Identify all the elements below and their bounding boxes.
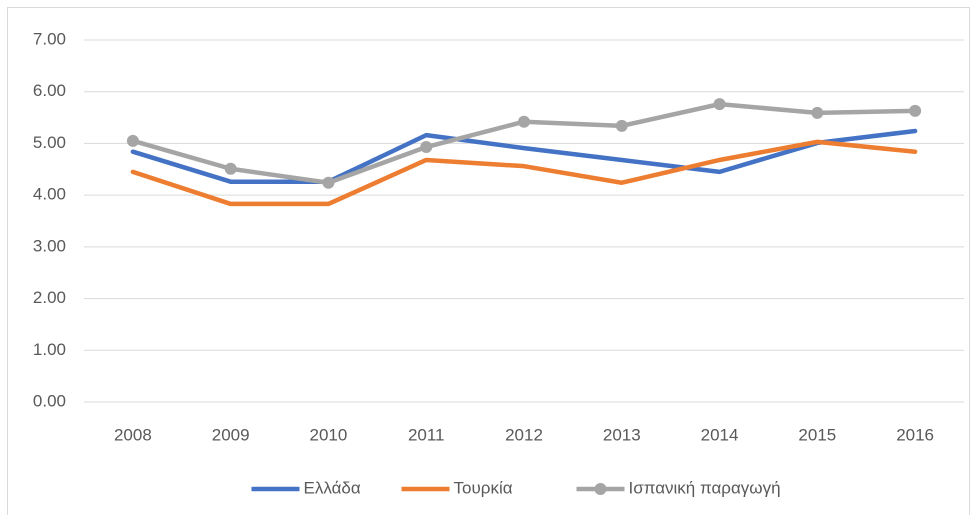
marker xyxy=(322,176,335,189)
y-tick-label: 0.00 xyxy=(33,391,66,410)
y-tick-label: 3.00 xyxy=(33,236,66,255)
x-tick-label: 2012 xyxy=(505,425,543,444)
marker xyxy=(811,106,824,119)
x-tick-label: 2008 xyxy=(114,425,152,444)
y-tick-label: 7.00 xyxy=(33,29,66,48)
legend-label: Ισπανική παραγωγή xyxy=(629,478,781,497)
marker xyxy=(420,141,433,154)
marker xyxy=(518,115,530,128)
marker xyxy=(224,162,237,175)
y-tick-label: 2.00 xyxy=(33,288,66,307)
y-tick-label: 4.00 xyxy=(33,185,66,204)
legend-label: Ελλάδα xyxy=(304,478,361,497)
series-line xyxy=(130,128,918,184)
y-tick-label: 1.00 xyxy=(33,340,66,359)
legend-marker xyxy=(594,483,607,495)
legend-label: Τουρκία xyxy=(454,478,513,497)
marker xyxy=(126,134,139,147)
x-tick-label: 2016 xyxy=(896,425,934,444)
y-tick-label: 6.00 xyxy=(33,81,66,100)
y-tick-label: 5.00 xyxy=(33,133,66,152)
x-tick-label: 2013 xyxy=(603,425,641,444)
marker xyxy=(909,104,922,117)
x-tick-label: 2015 xyxy=(798,425,836,444)
marker xyxy=(713,98,726,111)
chart-border xyxy=(7,7,970,515)
x-tick-label: 2009 xyxy=(212,425,250,444)
x-tick-label: 2010 xyxy=(310,425,348,444)
x-tick-label: 2011 xyxy=(408,425,445,444)
marker xyxy=(615,119,628,132)
x-tick-label: 2014 xyxy=(701,425,739,444)
series-line xyxy=(130,139,918,207)
